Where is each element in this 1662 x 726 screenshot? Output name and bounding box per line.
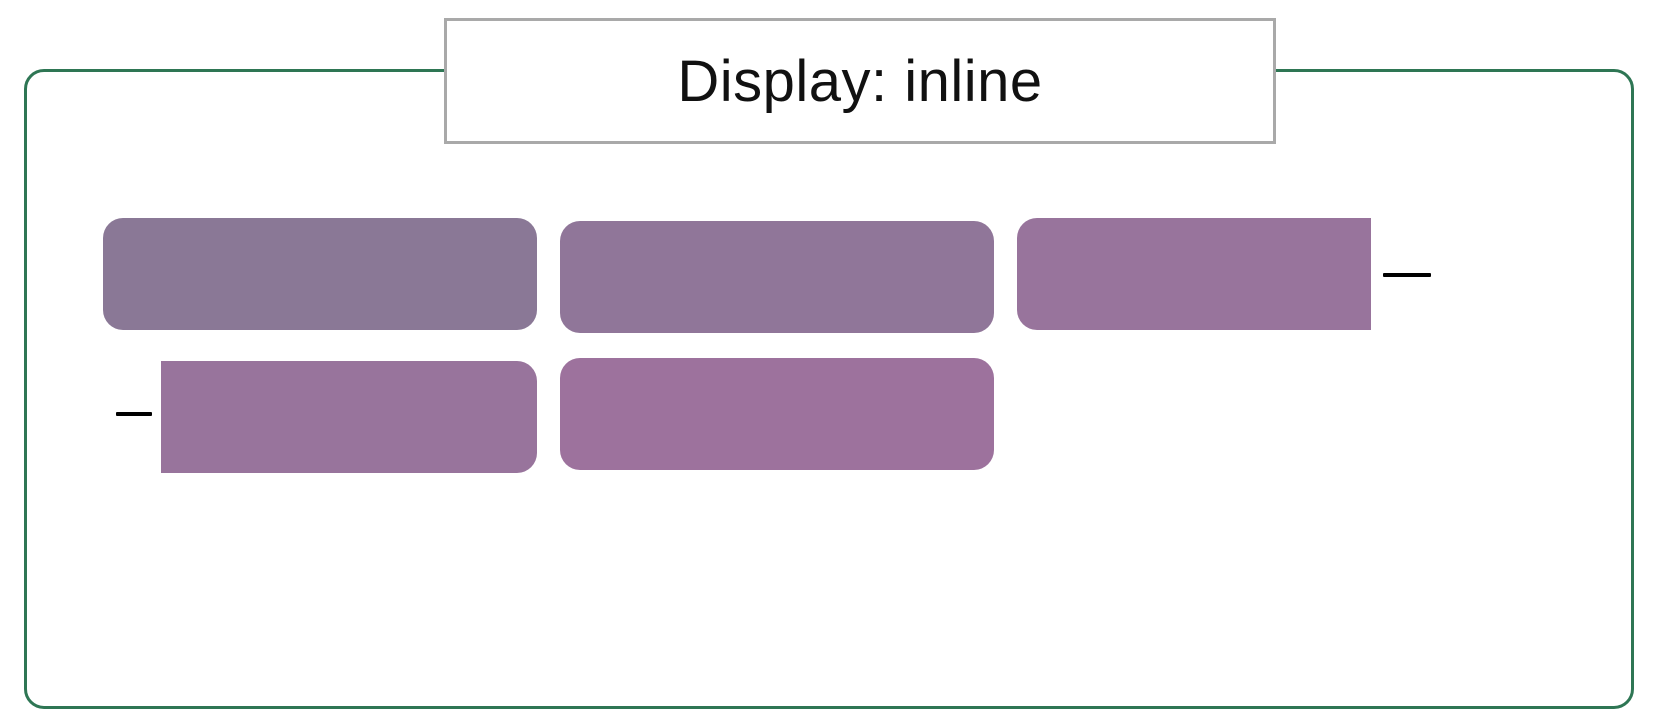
title-box: Display: inline <box>444 18 1276 144</box>
inline-box-2 <box>560 221 994 333</box>
inline-box-4 <box>560 358 994 470</box>
inline-box-3-fragment-start <box>1017 218 1371 330</box>
diagram-title: Display: inline <box>677 48 1043 114</box>
line-break-marker-start <box>116 412 152 416</box>
line-break-marker-end <box>1383 273 1431 277</box>
inline-box-1 <box>103 218 537 330</box>
inline-box-3-fragment-end <box>161 361 537 473</box>
